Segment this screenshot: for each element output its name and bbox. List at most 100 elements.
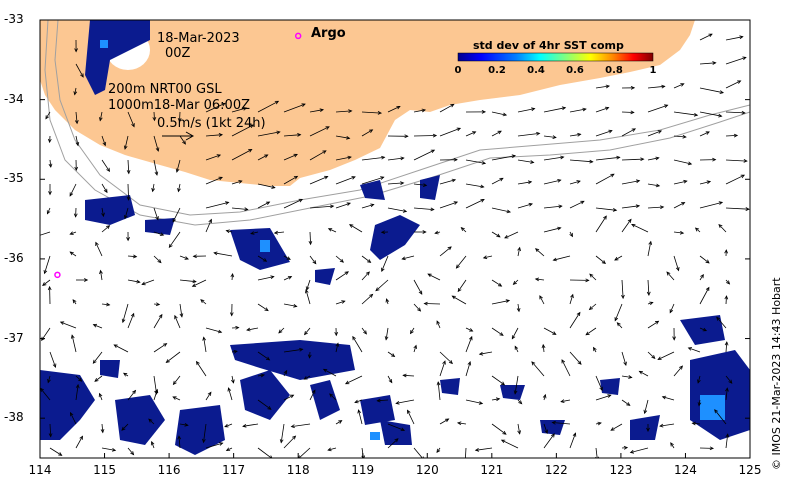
- current-vector: [439, 103, 454, 113]
- current-vector-head: [456, 421, 462, 426]
- current-vector-head: [402, 209, 408, 213]
- current-vector-head: [422, 183, 428, 187]
- current-vector: [153, 159, 158, 176]
- current-vector-head: [92, 359, 97, 364]
- current-vector: [361, 204, 374, 209]
- x-tick-label: 117: [222, 463, 246, 477]
- current-vector-head: [184, 422, 189, 427]
- current-vector-head: [621, 294, 625, 300]
- current-vector-head: [423, 301, 428, 306]
- current-vector-head: [377, 111, 383, 115]
- current-vector-head: [325, 126, 330, 130]
- current-vector-head: [743, 159, 748, 163]
- current-vector: [298, 447, 311, 458]
- current-vector: [647, 351, 656, 359]
- current-vector-head: [52, 363, 57, 368]
- current-vector: [205, 202, 229, 209]
- current-vector-head: [478, 351, 484, 356]
- current-vector: [569, 433, 576, 449]
- current-vector-head: [588, 306, 594, 311]
- current-vector: [203, 423, 207, 443]
- current-vector: [666, 271, 675, 281]
- current-vector-head: [536, 131, 541, 136]
- current-vector: [280, 423, 285, 443]
- current-vector-head: [113, 344, 118, 348]
- current-vector: [725, 36, 743, 41]
- current-vector: [231, 273, 233, 281]
- current-vector: [595, 107, 609, 113]
- current-vector-head: [570, 293, 574, 299]
- current-vector: [716, 317, 727, 329]
- current-vector: [257, 374, 265, 377]
- current-vector: [127, 183, 129, 200]
- current-vector: [465, 159, 486, 164]
- current-vector: [214, 252, 233, 257]
- current-vector-head: [99, 269, 103, 275]
- current-vector: [517, 159, 534, 163]
- current-vector: [309, 109, 324, 113]
- current-vector: [413, 279, 423, 295]
- current-vector-head: [616, 322, 621, 327]
- current-vector-head: [264, 154, 269, 158]
- current-vector-head: [552, 135, 557, 139]
- current-vector: [595, 447, 598, 458]
- current-vector: [375, 279, 389, 291]
- current-vector: [122, 303, 129, 323]
- current-vector: [662, 396, 675, 401]
- x-tick-label: 115: [93, 463, 116, 477]
- current-vector-head: [607, 394, 612, 398]
- current-vector-head: [539, 295, 543, 300]
- current-vector-head: [293, 303, 298, 308]
- current-vector-head: [718, 223, 723, 229]
- current-vector: [465, 327, 473, 332]
- current-vector-head: [290, 394, 295, 399]
- current-vector-head: [480, 198, 485, 203]
- current-vector-head: [380, 230, 386, 235]
- current-vector-head: [436, 320, 440, 325]
- current-vector-head: [740, 174, 746, 179]
- current-vector: [535, 278, 545, 281]
- y-tick-label: -35: [4, 171, 24, 186]
- current-vector-head: [168, 243, 173, 249]
- current-vector: [407, 410, 415, 425]
- current-vector-head: [130, 451, 135, 456]
- current-vector: [309, 150, 327, 161]
- current-vector-head: [69, 231, 74, 235]
- current-vector: [40, 388, 51, 401]
- current-vector-head: [504, 234, 509, 239]
- current-vector: [179, 135, 186, 145]
- current-vector: [173, 375, 181, 385]
- current-vector-head: [267, 406, 272, 410]
- current-vector: [585, 327, 597, 336]
- current-vector-head: [697, 402, 702, 407]
- current-vector: [501, 439, 519, 449]
- current-vector: [595, 156, 620, 161]
- current-vector-head: [659, 205, 665, 210]
- current-vector: [403, 374, 415, 377]
- current-vector: [673, 135, 686, 138]
- current-vector-head: [216, 154, 222, 158]
- current-vector: [413, 303, 421, 312]
- current-vector-head: [531, 361, 536, 366]
- current-vector: [491, 327, 504, 336]
- current-vector-head: [628, 375, 633, 379]
- current-vector-head: [528, 202, 533, 207]
- current-vector: [543, 433, 555, 449]
- current-vector: [226, 447, 233, 451]
- current-vector-head: [427, 273, 432, 278]
- current-vector-head: [702, 327, 708, 332]
- x-tick-label: 125: [738, 463, 762, 477]
- current-vector: [172, 396, 181, 401]
- current-vector: [361, 294, 373, 305]
- current-vector-head: [679, 230, 685, 235]
- x-tick-label: 114: [28, 463, 52, 477]
- current-vector-head: [681, 202, 686, 206]
- current-vector-head: [329, 393, 334, 398]
- current-vector-head: [413, 344, 417, 349]
- current-vector-head: [304, 331, 308, 336]
- current-vector-head: [511, 154, 516, 159]
- current-vector: [595, 215, 607, 233]
- current-vector: [231, 149, 252, 161]
- current-vector-head: [388, 379, 393, 384]
- current-vector: [465, 183, 484, 188]
